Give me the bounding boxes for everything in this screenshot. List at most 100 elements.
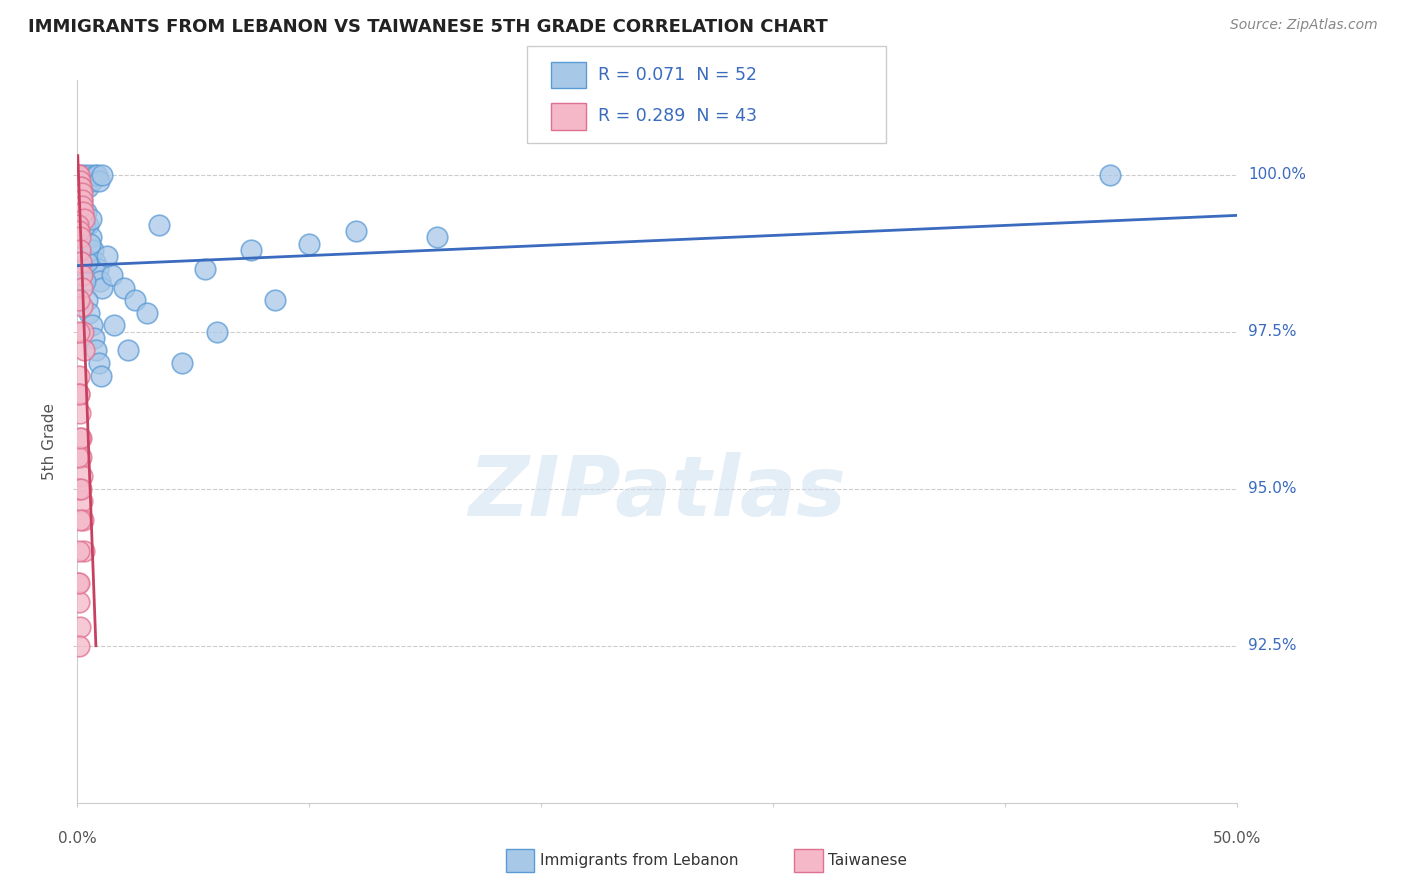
Text: 0.0%: 0.0% — [58, 830, 97, 846]
Point — [67, 293, 90, 308]
Point — [298, 236, 321, 251]
Text: Source: ZipAtlas.com: Source: ZipAtlas.com — [1230, 18, 1378, 32]
Point — [83, 331, 105, 345]
Text: R = 0.289  N = 43: R = 0.289 N = 43 — [598, 107, 756, 126]
Point — [70, 450, 93, 465]
Point — [69, 168, 91, 182]
Point — [101, 268, 124, 282]
Point — [67, 387, 90, 401]
Point — [76, 180, 98, 194]
Point — [83, 168, 105, 182]
Point — [76, 293, 98, 308]
Point — [240, 243, 263, 257]
Text: IMMIGRANTS FROM LEBANON VS TAIWANESE 5TH GRADE CORRELATION CHART: IMMIGRANTS FROM LEBANON VS TAIWANESE 5TH… — [28, 18, 828, 36]
Point — [67, 482, 90, 496]
Point — [69, 620, 91, 634]
Point — [72, 261, 94, 276]
Point — [75, 218, 97, 232]
Point — [69, 255, 91, 269]
Point — [96, 249, 118, 263]
Text: 95.0%: 95.0% — [1249, 481, 1296, 496]
Point — [90, 368, 112, 383]
Point — [67, 368, 90, 383]
Point — [72, 205, 94, 219]
Point — [70, 494, 93, 508]
Point — [426, 230, 449, 244]
Point — [87, 356, 110, 370]
Point — [73, 211, 96, 226]
Text: 92.5%: 92.5% — [1249, 639, 1296, 653]
Point — [67, 387, 90, 401]
Text: 50.0%: 50.0% — [1213, 830, 1261, 846]
Point — [70, 193, 93, 207]
Point — [72, 174, 94, 188]
Point — [79, 306, 101, 320]
Point — [73, 274, 96, 288]
Point — [69, 180, 91, 194]
Point — [148, 218, 170, 232]
Point — [91, 280, 114, 294]
Point — [73, 211, 96, 226]
Point — [80, 318, 103, 333]
Point — [67, 639, 90, 653]
Point — [69, 431, 91, 445]
Point — [72, 325, 94, 339]
Text: ZIPatlas: ZIPatlas — [468, 451, 846, 533]
Point — [73, 343, 96, 358]
Point — [86, 343, 108, 358]
Point — [87, 261, 110, 276]
Point — [1098, 168, 1121, 182]
Point — [67, 450, 90, 465]
Point — [79, 168, 101, 182]
Point — [72, 300, 94, 314]
Point — [69, 174, 91, 188]
Point — [80, 211, 103, 226]
Point — [67, 575, 90, 590]
Point — [70, 186, 93, 201]
Point — [70, 469, 93, 483]
Point — [79, 236, 101, 251]
Point — [67, 544, 90, 558]
Point — [72, 199, 94, 213]
Text: Immigrants from Lebanon: Immigrants from Lebanon — [540, 854, 738, 868]
Point — [67, 325, 90, 339]
Point — [69, 243, 91, 257]
Y-axis label: 5th Grade: 5th Grade — [42, 403, 58, 480]
Point — [80, 230, 103, 244]
Point — [70, 280, 93, 294]
Point — [89, 274, 111, 288]
Point — [70, 199, 93, 213]
Point — [76, 255, 98, 269]
Text: R = 0.071  N = 52: R = 0.071 N = 52 — [598, 66, 756, 85]
Point — [70, 268, 93, 282]
Point — [67, 168, 90, 182]
Point — [194, 261, 217, 276]
Point — [205, 325, 228, 339]
Point — [67, 224, 90, 238]
Text: 100.0%: 100.0% — [1249, 167, 1306, 182]
Point — [86, 168, 108, 182]
Point — [72, 544, 94, 558]
Point — [69, 513, 91, 527]
Point — [75, 168, 97, 182]
Point — [69, 180, 91, 194]
Point — [72, 513, 94, 527]
Point — [82, 174, 104, 188]
Point — [69, 482, 91, 496]
Point — [103, 318, 125, 333]
Point — [70, 193, 93, 207]
Point — [90, 168, 112, 182]
Point — [67, 168, 90, 182]
Point — [69, 431, 91, 445]
Point — [170, 356, 193, 370]
Point — [77, 218, 100, 232]
Point — [69, 406, 91, 420]
Point — [89, 174, 111, 188]
Point — [67, 595, 90, 609]
Point — [67, 218, 90, 232]
Point — [124, 293, 146, 308]
Point — [84, 255, 107, 269]
Point — [69, 243, 91, 257]
Point — [344, 224, 367, 238]
Point — [117, 343, 139, 358]
